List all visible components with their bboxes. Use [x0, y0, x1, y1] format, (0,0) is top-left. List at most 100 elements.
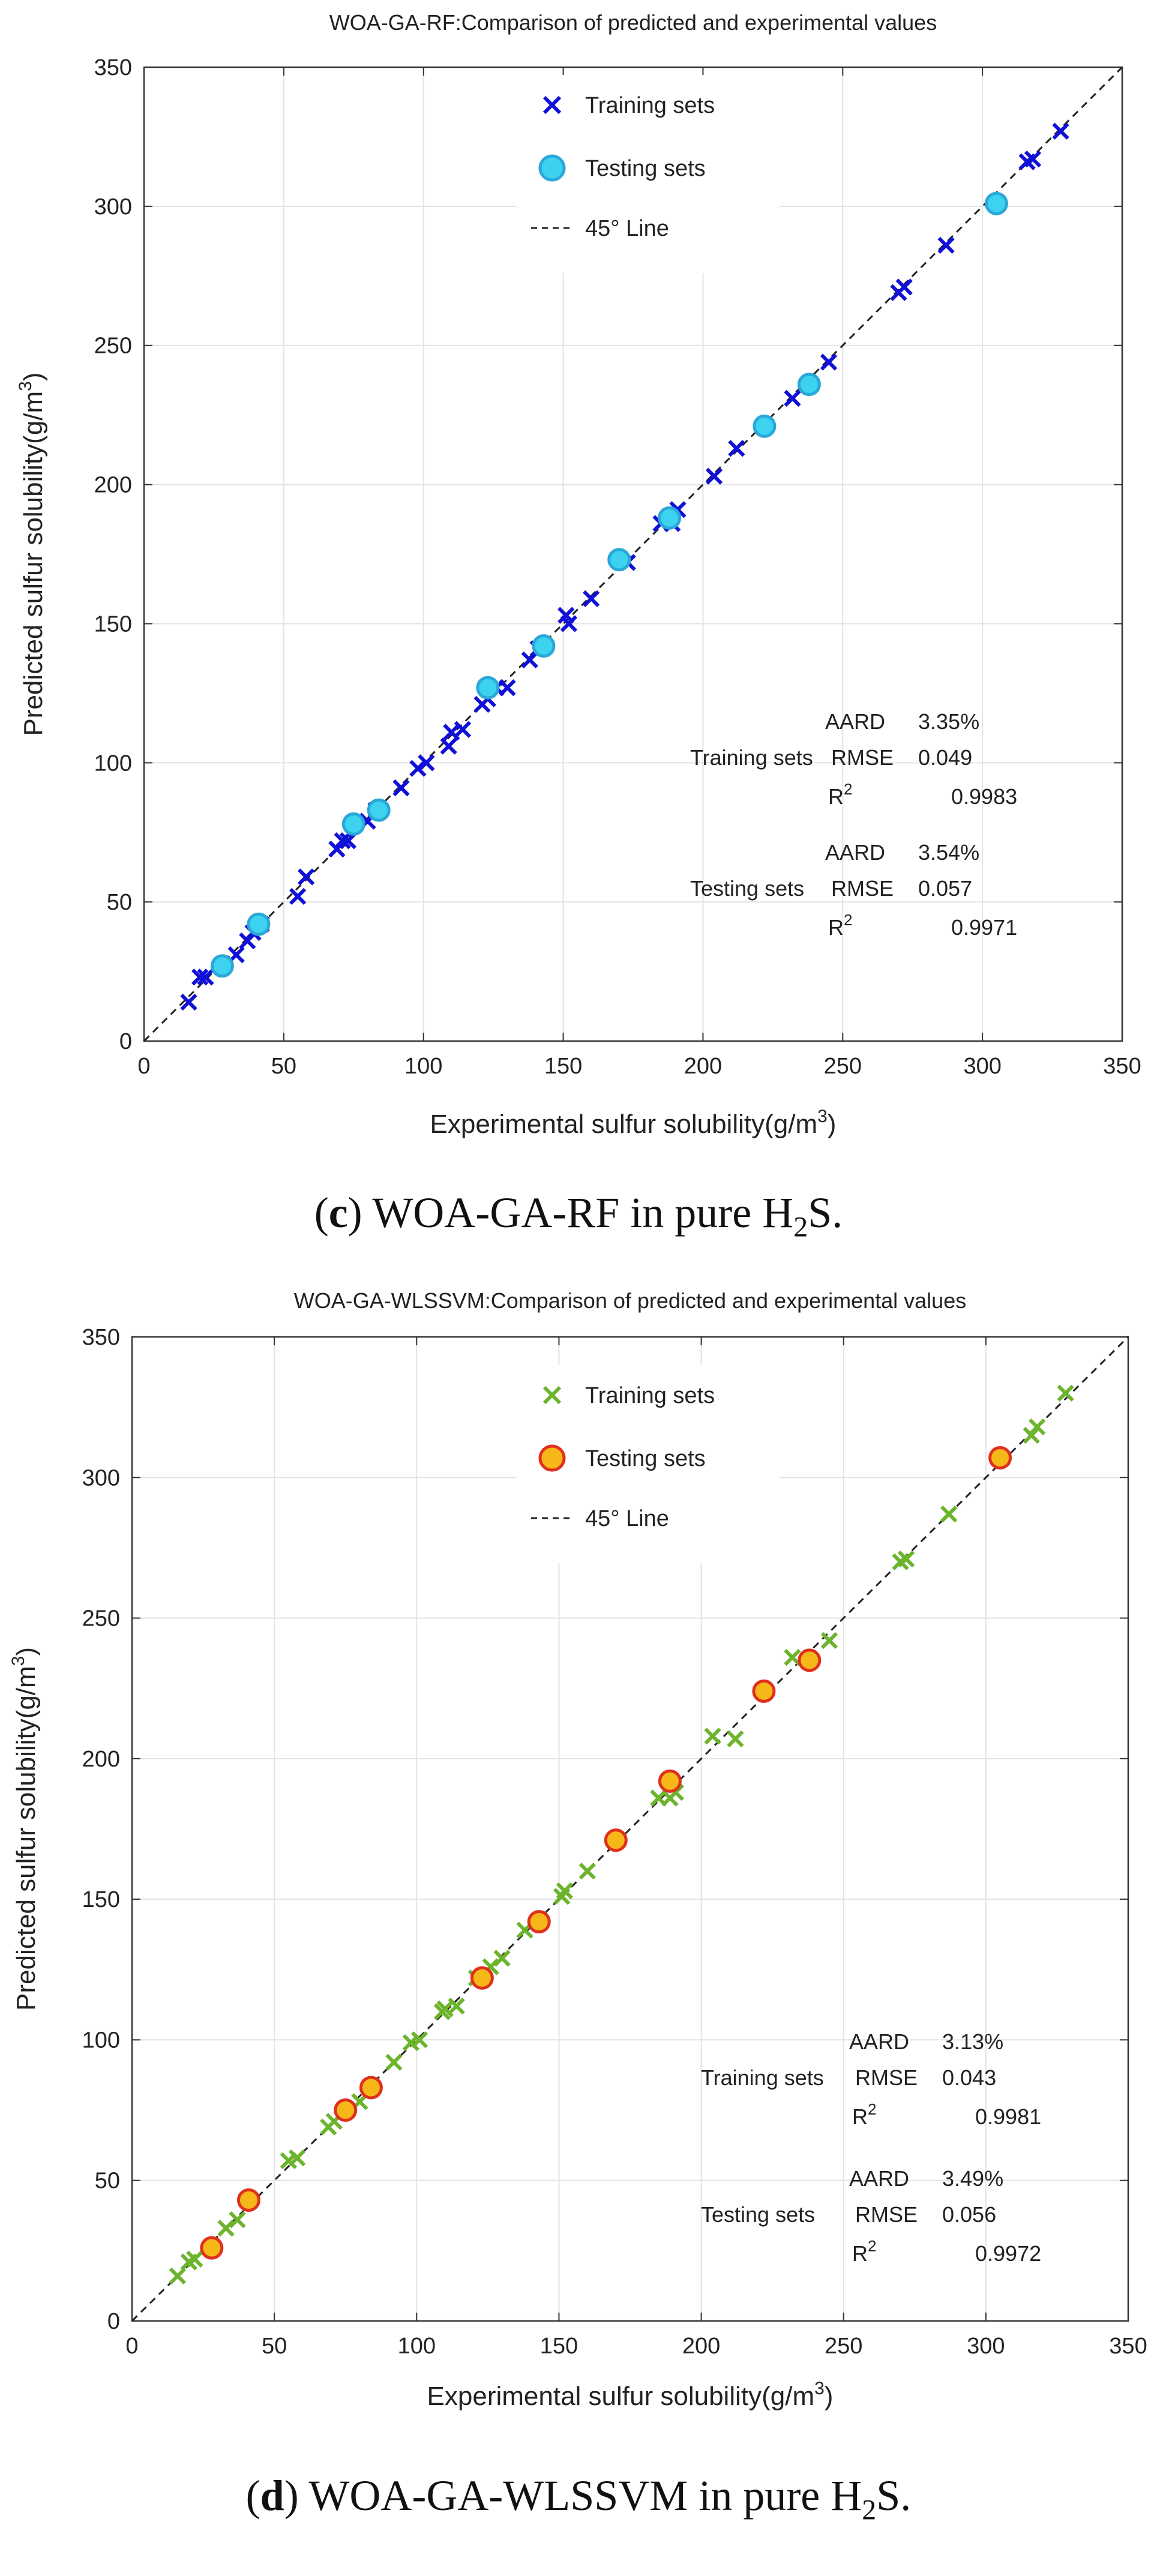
stats-block: Training sets AARD 3.13% RMSE 0.043 R2 0.9981 T… — [701, 2029, 1041, 2266]
training-point — [1057, 1384, 1074, 1402]
training-point — [392, 779, 410, 797]
caption-d: (d) WOA-GA-WLSSVM in pure H2S. — [245, 2472, 912, 2526]
grid — [132, 1337, 1128, 2321]
x-tick-label: 0 — [137, 1054, 150, 1079]
training-r2-label: R2 — [828, 780, 852, 809]
y-axis-label-text: Predicted sulfur solubility(g/m — [19, 391, 48, 736]
legend: Training sets Testing sets 45° Line — [516, 75, 780, 273]
x-tick-label: 250 — [824, 1054, 862, 1079]
training-point — [583, 590, 600, 607]
y-tick-label: 100 — [82, 2028, 120, 2053]
chart-title: WOA-GA-WLSSVM:Comparison of predicted an… — [294, 1288, 966, 1313]
caption-end: S. — [808, 1189, 843, 1237]
training-point — [937, 236, 955, 254]
x-tick-label: 200 — [684, 1054, 722, 1079]
x-tick-label: 200 — [682, 2334, 720, 2359]
testing-rmse-value: 0.056 — [942, 2202, 996, 2227]
y-axis-label: Predicted sulfur solubility(g/m3) — [8, 1647, 41, 2011]
testing-point — [334, 2098, 358, 2122]
x-tick-label: 150 — [544, 1054, 582, 1079]
training-point — [197, 968, 214, 986]
caption-subscript: 2 — [793, 1211, 808, 1243]
caption-letter: d — [260, 2472, 284, 2520]
x-axis-label-sup: 3 — [814, 2379, 825, 2398]
chart-title: WOA-GA-RF:Comparison of predicted and ex… — [329, 10, 937, 35]
y-tick-label: 150 — [94, 611, 132, 637]
y-tick-label: 350 — [82, 1325, 120, 1350]
training-point — [1024, 150, 1042, 168]
y-tick-label: 250 — [94, 334, 132, 359]
legend-training-label: Training sets — [585, 1383, 715, 1408]
testing-point — [247, 912, 271, 936]
x-tick-label: 350 — [1109, 2334, 1147, 2359]
testing-point — [359, 2076, 383, 2100]
x-tick-label: 0 — [125, 2334, 138, 2359]
y-tick-label: 0 — [119, 1029, 132, 1054]
legend-testing-label: Testing sets — [585, 156, 706, 181]
training-point — [705, 467, 723, 485]
testing-r2-label: R2 — [852, 2237, 876, 2266]
stats-block: Training sets AARD 3.35% RMSE 0.049 R2 0.9983 T… — [690, 709, 1017, 940]
training-point — [897, 1551, 915, 1568]
y-axis-label-sup: 3 — [8, 1656, 28, 1666]
training-point — [448, 1998, 465, 2015]
training-point — [560, 615, 578, 632]
caption-subscript: 2 — [862, 2494, 877, 2526]
y-axis-label-sup: 3 — [16, 381, 35, 391]
testing-series — [200, 1446, 1012, 2260]
training-point — [418, 754, 435, 772]
training-point — [1029, 1418, 1046, 1436]
training-point — [217, 2220, 235, 2237]
y-tick-label: 100 — [94, 751, 132, 776]
testing-point — [658, 1769, 682, 1793]
training-rmse-label: RMSE — [831, 745, 894, 770]
caption-text: WOA-GA-RF in pure H — [362, 1189, 794, 1237]
testing-aard-label: AARD — [849, 2166, 909, 2191]
training-point — [180, 993, 197, 1011]
testing-r2-value: 0.9971 — [951, 915, 1017, 940]
training-point — [288, 2149, 306, 2167]
training-point — [339, 832, 357, 850]
y-tick-label: 300 — [82, 1465, 120, 1491]
caption-text: WOA-GA-WLSSVM in pure H — [298, 2472, 862, 2520]
y-tick-label: 350 — [94, 55, 132, 80]
x-tick-label: 50 — [271, 1054, 296, 1079]
training-r2-label: R2 — [852, 2100, 876, 2129]
testing-stats-label: Testing sets — [701, 2202, 815, 2227]
testing-point — [367, 798, 391, 822]
legend-testing-label: Testing sets — [585, 1446, 706, 1471]
training-aard-value: 3.35% — [918, 709, 979, 734]
legend-line-label: 45° Line — [585, 1506, 669, 1531]
training-point — [191, 968, 209, 986]
training-aard-label: AARD — [825, 709, 885, 734]
testing-rmse-label: RMSE — [831, 876, 894, 901]
testing-point — [753, 414, 777, 438]
axes-frame — [131, 1336, 1129, 2322]
legend-training-marker — [542, 1386, 562, 1405]
training-point — [334, 832, 351, 850]
training-point — [239, 932, 256, 950]
training-rmse-value: 0.043 — [942, 2065, 996, 2090]
training-aard-value: 3.13% — [942, 2029, 1003, 2054]
y-tick-label: 250 — [82, 1606, 120, 1632]
x-tick-label: 150 — [540, 2334, 578, 2359]
y-tick-label: 150 — [82, 1887, 120, 1912]
testing-point — [532, 634, 556, 658]
testing-r2-value: 0.9972 — [975, 2241, 1041, 2266]
x-axis-label-end: ) — [828, 1109, 837, 1139]
training-point — [521, 651, 538, 668]
y-tick-label: 200 — [82, 1747, 120, 1772]
training-series — [180, 122, 1069, 1011]
testing-rmse-value: 0.057 — [918, 876, 972, 901]
training-point — [385, 2053, 403, 2071]
testing-point — [200, 2236, 224, 2260]
y-tick-label: 50 — [95, 2169, 120, 2194]
training-point — [186, 2250, 203, 2268]
training-point — [454, 721, 472, 738]
axes-frame — [143, 66, 1123, 1042]
figure-panel-d: WOA-GA-WLSSVM:Comparison of predicted an… — [0, 1278, 1157, 2576]
training-point — [493, 1950, 511, 1967]
testing-point — [210, 954, 234, 978]
training-point — [704, 1728, 721, 1745]
legend-line-label: 45° Line — [585, 216, 669, 241]
